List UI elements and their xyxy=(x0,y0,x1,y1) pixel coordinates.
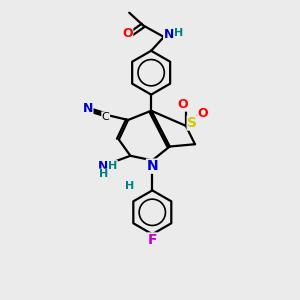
Text: F: F xyxy=(148,233,157,247)
Text: O: O xyxy=(122,27,133,40)
Text: N: N xyxy=(146,159,158,173)
Text: O: O xyxy=(178,98,188,111)
Text: N: N xyxy=(98,160,109,173)
Text: N: N xyxy=(164,28,174,41)
Text: H: H xyxy=(108,161,117,171)
Text: N: N xyxy=(82,102,93,115)
Text: C: C xyxy=(102,112,110,122)
Text: O: O xyxy=(198,106,208,120)
Text: S: S xyxy=(187,116,197,130)
Text: H: H xyxy=(174,28,184,38)
Text: H: H xyxy=(99,169,108,179)
Text: H: H xyxy=(124,181,134,191)
